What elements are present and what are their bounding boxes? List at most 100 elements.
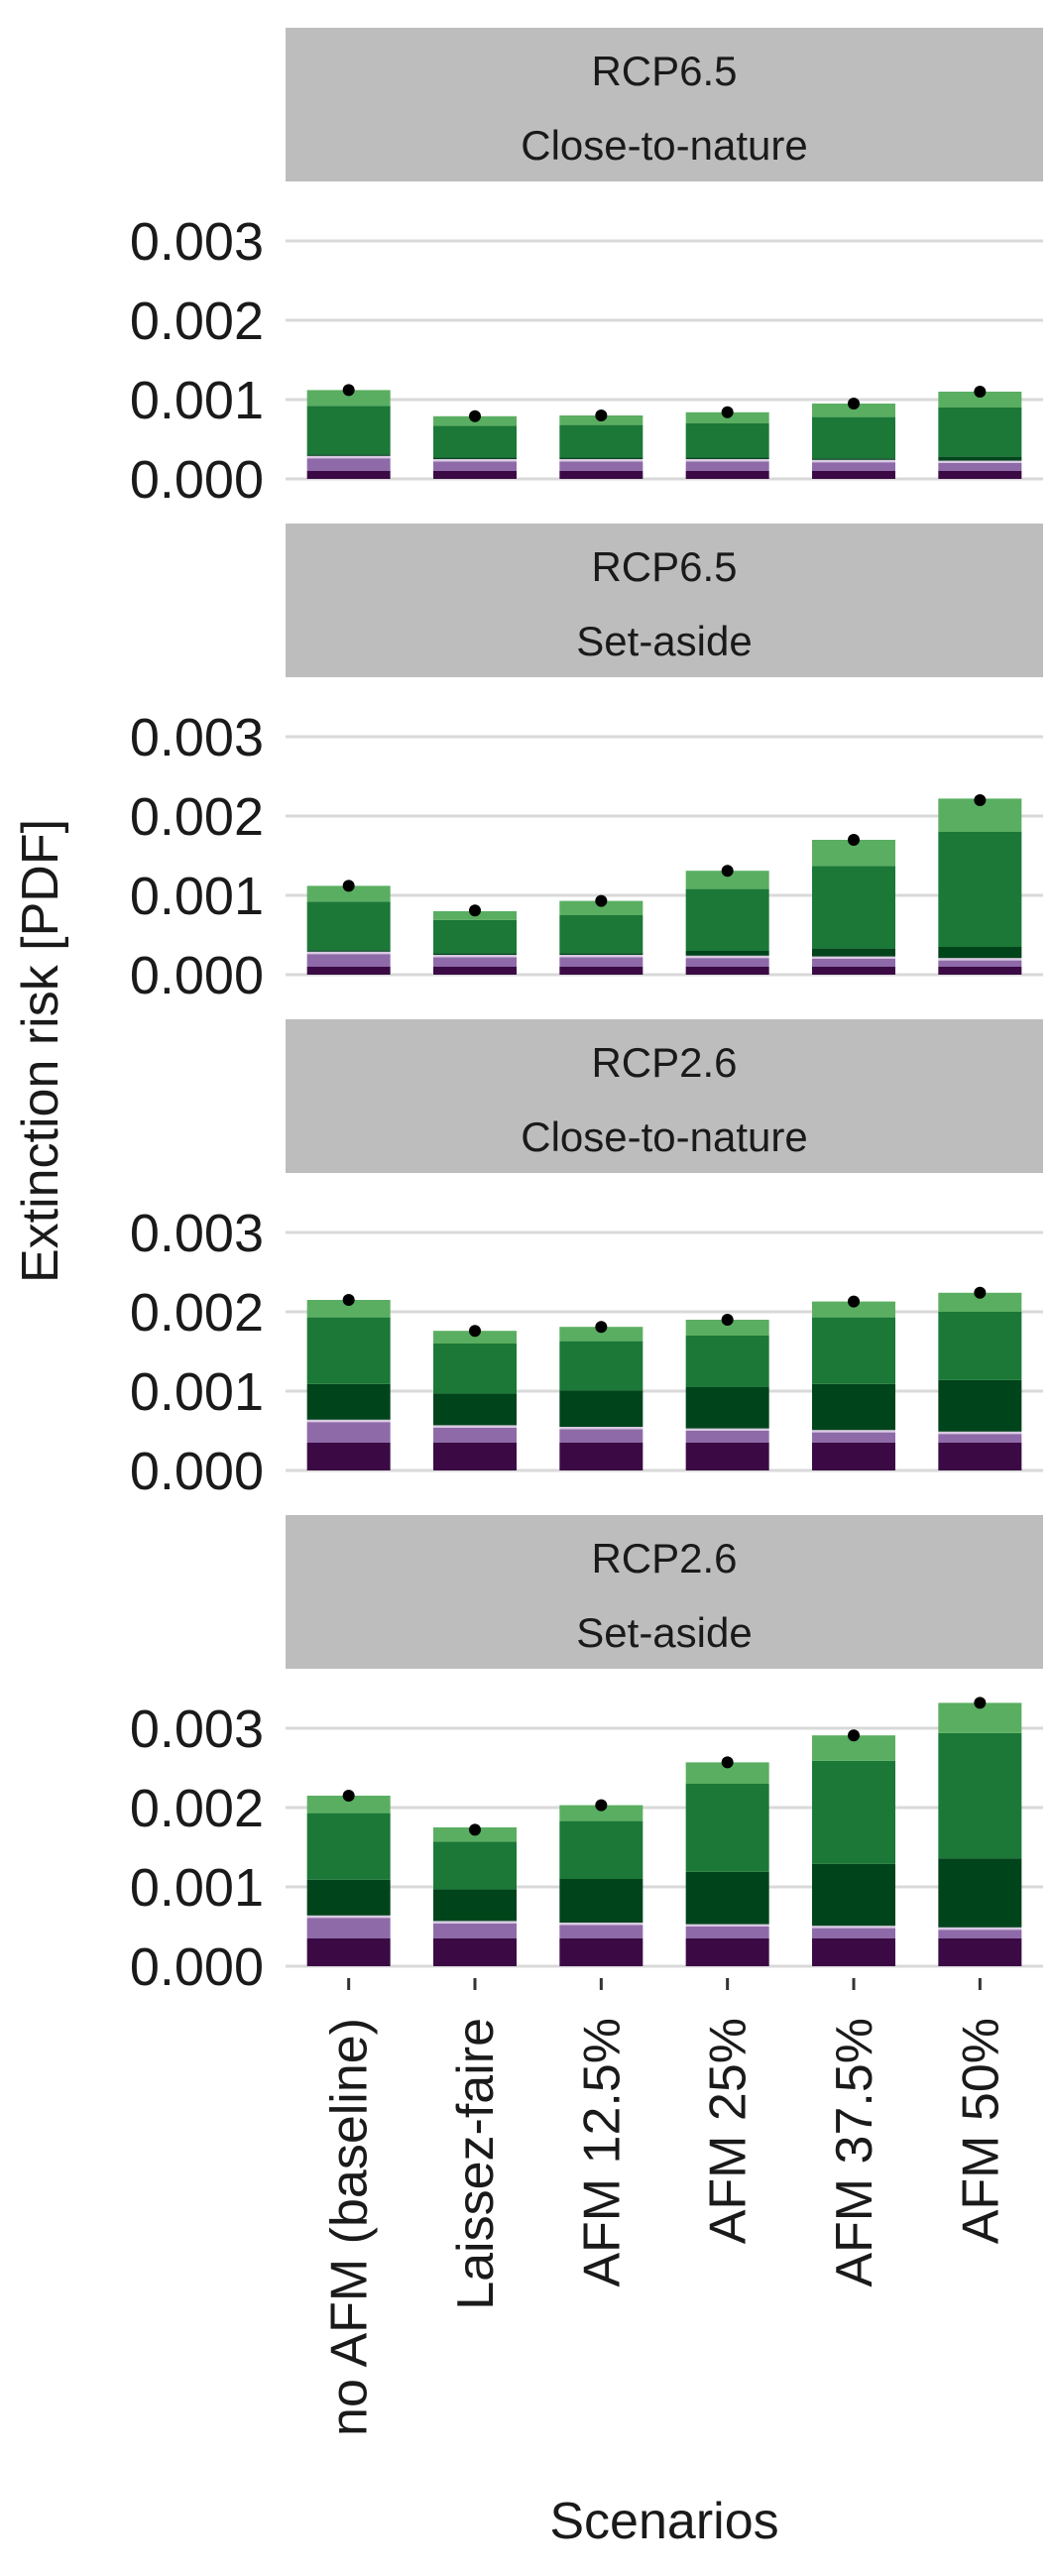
total-point [848,1295,860,1308]
bar-segment [433,461,517,471]
bar-segment [433,1841,517,1890]
total-point [721,1756,734,1769]
total-point [469,1325,481,1338]
total-point [848,1729,860,1742]
bar-segment [433,1427,517,1443]
bar-segment [306,406,391,455]
bar-segment [938,408,1022,457]
bar-segment [812,1760,895,1864]
bar-segment [938,456,1022,461]
bar-segment [433,953,517,955]
bar-segment [306,455,391,459]
panel-strip [286,1515,1043,1669]
panel-3: RCP2.6 Close-to-nature 0.000 0.001 0.002 0.00… [130,1019,1043,1501]
bar-segment [812,1432,895,1443]
bar-segment [938,832,1022,947]
bar-segment [306,1915,391,1919]
y-axis-title: Extinction risk [PDF] [12,819,69,1283]
bar-segment [559,915,644,954]
bar-segment [938,392,1022,408]
bar-segment [938,1292,1022,1312]
panel-strip-label-scenario: RCP6.5 [591,48,737,94]
bar-segment [938,1431,1022,1435]
bar-segment [559,957,644,967]
bar-segment [306,1813,391,1880]
bar-segment [306,454,391,456]
bar-segment [812,1926,895,1929]
total-point [721,1314,734,1326]
bar-segment [812,967,895,975]
bar-segment [433,1331,517,1344]
y-tick-label: 0.002 [130,292,264,351]
total-point [595,1799,608,1812]
bar-segment [559,1938,644,1966]
bar-segment [938,1312,1022,1380]
bar-segment [559,1341,644,1391]
bar-segment [812,1928,895,1938]
total-point [974,386,987,398]
y-tick-label: 0.003 [130,212,264,272]
bar-segment [559,471,644,479]
bar-segment [433,955,517,958]
bar-segment [306,1796,391,1814]
bar-segment [685,967,769,975]
bar-segment [685,958,769,967]
bar-segment [812,1301,895,1318]
bar-segment [559,1820,644,1879]
bar-segment [938,1732,1022,1859]
bar-segment [812,1430,895,1433]
bar-segment [812,471,895,479]
bar-segment [559,1443,644,1470]
panel-strip-label-scenario: RCP6.5 [591,543,737,590]
bar-segment [306,901,391,951]
bar-segment [685,423,769,458]
bar-segment [433,967,517,975]
x-tick-label: AFM 37.5% [826,2018,883,2287]
total-point [595,410,608,421]
bar-segment [559,1429,644,1443]
total-point [469,410,481,422]
facet-panels: RCP6.5 Close-to-nature 0.000 0.001 0.002 0.00… [130,28,1043,1997]
bar-segment [685,471,769,479]
bar-segment [938,1379,1022,1432]
bar-segment [306,1383,391,1420]
bar-segment [938,460,1022,463]
y-tick-label: 0.001 [130,867,264,926]
panel-strip [286,28,1043,181]
bar-segment [685,1927,769,1938]
panel-1: RCP6.5 Close-to-nature 0.000 0.001 0.002 0.00… [130,28,1043,510]
bar-segment [812,459,895,463]
bar-segment [812,948,895,957]
total-point [342,879,355,892]
bar-segment [559,461,644,471]
bar-segment [433,957,517,967]
bar-segment [938,471,1022,479]
bar-segment [433,919,517,954]
y-tick-label: 0.003 [130,1699,264,1759]
bar-segment [433,457,517,459]
bar-segment [433,1921,517,1924]
panel-2: RCP6.5 Set-aside 0.000 0.001 0.002 0.003 [130,524,1043,1005]
bar-segment [938,958,1022,961]
x-axis-title: Scenarios [549,2493,778,2550]
bar-segment [812,959,895,967]
x-tick-label: no AFM (baseline) [321,2018,379,2436]
bar-segment [559,1879,644,1923]
bar-segment [559,967,644,975]
y-tick-label: 0.003 [130,1204,264,1263]
bar-segment [433,471,517,479]
y-tick-label: 0.001 [130,1858,264,1918]
bar-segment [306,1422,391,1443]
bar-segment [685,1924,769,1927]
bar-segment [685,871,769,889]
bar-segment [685,951,769,956]
bar-segment [306,458,391,471]
panel-strip-label-management: Close-to-nature [521,122,807,169]
bar-segment [685,457,769,459]
bar-segment [433,1889,517,1922]
y-tick-label: 0.003 [130,708,264,767]
y-tick-label: 0.000 [130,450,264,510]
x-tick-label: AFM 25% [700,2018,758,2244]
bar-segment [559,1925,644,1938]
